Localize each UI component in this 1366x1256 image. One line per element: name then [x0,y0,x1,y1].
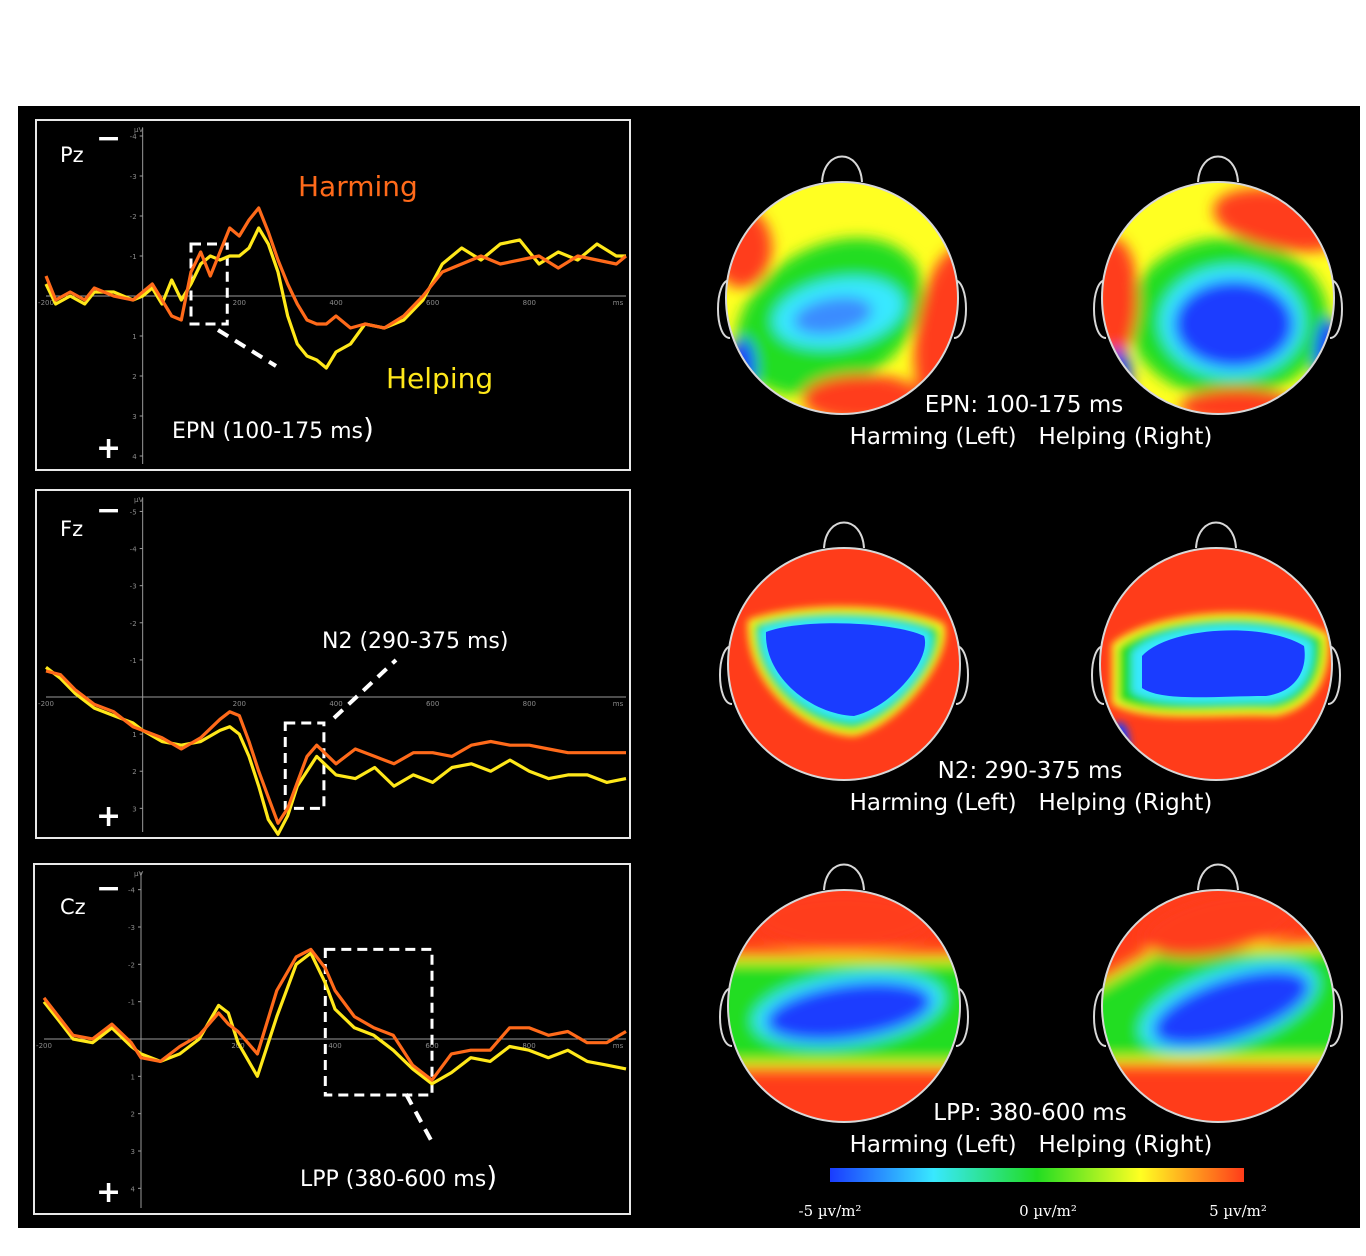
y-tick-label: 3 [132,413,136,421]
y-tick-label: -1 [130,253,137,261]
figure: -4 -3 -2 -1 1 2 3 4 -200 200 400 600 800 ms Pz − + µV… [18,106,1360,1228]
map-n2-helping [1091,521,1341,781]
legend-helping: Helping [386,362,493,395]
x-tick-label: ms [613,299,624,307]
channel-label: Fz [60,517,83,541]
map-lpp-harming [719,863,969,1123]
epn-pointer [216,328,278,368]
y-tick-label: -4 [130,133,138,141]
y-tick-label: 1 [132,731,136,739]
series-line-helping [44,226,626,370]
panel-frame [35,119,631,471]
panel-frame [35,489,631,839]
x-tick-label: 600 [426,700,439,708]
x-tick-label: 800 [523,299,536,307]
x-tick-label: -200 [38,700,54,708]
y-tick-label: 2 [132,373,136,381]
y-tick-label: -4 [130,546,138,554]
y-positive-sign: + [96,431,121,466]
map-caption-epn: EPN: 100-175 ms [925,392,1123,418]
n2-pointer [332,658,398,720]
map-subcaption-n2: Harming (Left) Helping (Right) [850,790,1213,816]
map-epn-harming [717,155,967,415]
y-tick-label: 2 [132,768,136,776]
x-tick-label: 400 [329,700,342,708]
x-tick-label: 200 [231,1042,244,1050]
plot-area: -5 -4 -3 -2 -1 1 2 3 -200 200 400 600 800 ms [38,498,627,836]
y-tick-label: -2 [130,620,137,628]
y-tick-label: -5 [130,508,137,516]
x-tick-label: 600 [426,299,439,307]
x-tick-label: 800 [523,700,536,708]
series-line-harming [44,206,628,330]
y-positive-sign: + [96,799,121,834]
n2-annotation: N2 (290-375 ms) [322,629,508,654]
x-tick-label: -200 [38,299,54,307]
x-tick-label: 200 [233,700,246,708]
y-unit-label: µV [134,126,143,134]
lpp-annotation: LPP (380-600 ms) [300,1160,497,1193]
y-tick-label: -1 [130,657,137,665]
y-tick-label: 1 [132,333,136,341]
y-unit-label: µV [134,496,143,504]
y-tick-label: -4 [128,887,136,895]
y-tick-label: -3 [128,924,135,932]
colorbar [830,1168,1244,1182]
x-tick-label: 800 [522,1042,535,1050]
y-tick-label: 1 [131,1073,135,1081]
y-negative-sign: − [96,121,121,156]
y-tick-label: -2 [128,961,135,969]
channel-label: Cz [60,895,86,919]
x-tick-label: ms [613,700,624,708]
map-caption-lpp: LPP: 380-600 ms [933,1100,1126,1126]
y-negative-sign: − [96,493,121,528]
y-tick-label: -1 [128,999,135,1007]
erp-panel-fz: -5 -4 -3 -2 -1 1 2 3 -200 200 400 600 800 ms Fz − + µ… [35,489,631,839]
plot-area: -4 -3 -2 -1 1 2 3 4 -200 200 400 600 800 ms [38,128,628,464]
y-tick-label: -2 [130,213,137,221]
map-subcaption-epn: Harming (Left) Helping (Right) [850,424,1213,450]
colorbar-label-min: -5 µv/m² [799,1202,862,1220]
y-negative-sign: − [96,871,121,906]
map-epn-helping [1093,155,1343,415]
figure-canvas: -4 -3 -2 -1 1 2 3 4 -200 200 400 600 800 ms Pz − + µV… [33,119,1343,1220]
x-tick-label: 200 [233,299,246,307]
x-tick-label: 400 [328,1042,341,1050]
time-window-box [283,721,326,810]
x-tick-label: 400 [329,299,342,307]
time-window-box [323,947,434,1097]
y-unit-label: µV [134,870,143,878]
colorbar-label-mid: 0 µv/m² [1019,1202,1077,1220]
y-positive-sign: + [96,1175,121,1210]
legend-harming: Harming [298,170,418,203]
colorbar-label-max: 5 µv/m² [1209,1202,1267,1220]
series-line-harming [42,947,627,1082]
map-caption-n2: N2: 290-375 ms [938,758,1123,784]
lpp-pointer [404,1093,434,1143]
erp-panel-pz: -4 -3 -2 -1 1 2 3 4 -200 200 400 600 800 ms Pz − + µV… [35,119,631,471]
series-line-harming [45,669,626,825]
y-tick-label: -3 [130,173,137,181]
x-tick-label: ms [613,1042,624,1050]
y-tick-label: -3 [130,583,137,591]
channel-label: Pz [60,143,84,167]
y-tick-label: 4 [132,453,137,461]
x-tick-label: -200 [36,1042,52,1050]
plot-area: -4 -3 -2 -1 1 2 3 4 -200 200 400 600 800 ms [36,872,627,1208]
epn-annotation: EPN (100-175 ms) [172,412,374,445]
map-subcaption-lpp: Harming (Left) Helping (Right) [850,1132,1213,1158]
y-tick-label: 3 [132,805,136,813]
x-tick-label: 600 [425,1042,438,1050]
y-tick-label: 3 [131,1148,135,1156]
map-n2-harming [719,521,969,781]
map-lpp-helping [1093,863,1343,1123]
erp-panel-cz: -4 -3 -2 -1 1 2 3 4 -200 200 400 600 800 ms Cz − + µV… [33,863,631,1215]
y-tick-label: 4 [131,1185,136,1193]
scalp-maps: EPN: 100-175 ms Harming (Left) Helping (… [717,155,1343,1220]
y-tick-label: 2 [131,1111,135,1119]
